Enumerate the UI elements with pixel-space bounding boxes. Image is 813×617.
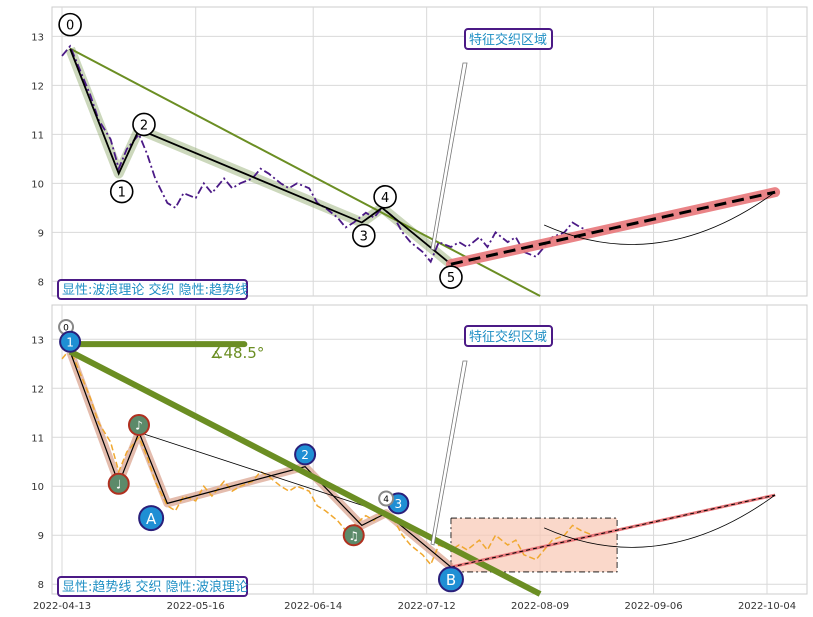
- marker-label: 2: [301, 448, 309, 462]
- wave-label: 3: [360, 230, 368, 245]
- y-tick-label: 12: [31, 81, 44, 92]
- angle-label: ∡48.5°: [210, 344, 264, 362]
- marker-label: B: [446, 571, 456, 589]
- y-tick-label: 10: [31, 482, 44, 493]
- trendline: [69, 47, 541, 297]
- wave-label: 0: [66, 19, 74, 34]
- top-annotation: 特征交织区域: [464, 28, 553, 50]
- bottom-annotation-box: [464, 325, 553, 347]
- marker-circle: [437, 566, 464, 593]
- x-tick-label: 2022-08-09: [511, 601, 569, 612]
- wave-label: 4: [381, 191, 389, 206]
- marker-circle: [378, 490, 395, 507]
- projection-line: [450, 494, 776, 568]
- marker-circle: [107, 472, 130, 495]
- marker-label: ♫: [348, 529, 359, 543]
- y-tick-label: 9: [38, 531, 44, 542]
- y-tick-label: 8: [38, 580, 44, 591]
- top-grid: [52, 7, 807, 296]
- wave-label-circle: [132, 112, 156, 137]
- top-y-ticks: 8 9 10 11 12 13: [31, 32, 44, 288]
- marker-label: ♪: [135, 419, 143, 433]
- wave-label-circle: [373, 185, 397, 209]
- marker-circle: [294, 443, 317, 466]
- wave-label-circle: [439, 265, 463, 289]
- y-tick-label: 10: [31, 179, 44, 190]
- bottom-y-ticks: 8 9 10 11 12 13: [31, 335, 44, 591]
- marker-label: ♩: [116, 477, 122, 491]
- marker-label: 3: [394, 497, 402, 511]
- x-tick-label: 2022-10-04: [738, 601, 796, 612]
- top-annotation-text: 特征交织区域: [469, 32, 547, 48]
- top-annotation-box: [464, 28, 553, 50]
- pointer-arrow: [430, 360, 468, 546]
- marker-label: 1: [66, 335, 74, 349]
- x-tick-label: 2022-09-06: [624, 601, 682, 612]
- bottom-caption: 显性:趋势线 交织 隐性:波浪理论: [57, 576, 248, 597]
- projection-line: [450, 190, 776, 266]
- wave-label: 2: [140, 118, 148, 133]
- x-tick-label: 2022-07-12: [398, 601, 456, 612]
- bottom-annotation: 特征交织区域: [464, 325, 553, 347]
- marker-circle: [138, 505, 165, 532]
- cycle-arc: [543, 494, 776, 548]
- pointer-arrow: [430, 62, 468, 251]
- wave-label-circle: [58, 12, 82, 37]
- marker-circle: [59, 330, 82, 353]
- top-plot: 0 1 2 3 4 5: [58, 12, 781, 297]
- wave-line: [69, 48, 452, 265]
- top-caption: 显性:波浪理论 交织 隐性:趋势线: [57, 279, 248, 300]
- wave-label: 1: [118, 186, 126, 201]
- x-tick-label: 2022-05-16: [167, 601, 225, 612]
- x-tick-label: 2022-06-14: [284, 601, 342, 612]
- y-tick-label: 11: [31, 433, 44, 444]
- bottom-annotation-text: 特征交织区域: [469, 329, 547, 345]
- cycle-arc: [543, 191, 776, 245]
- marker-label: A: [146, 510, 157, 528]
- trendline: [68, 348, 542, 597]
- y-tick-label: 8: [38, 277, 44, 288]
- price-series: [61, 347, 594, 567]
- x-tick-label: 2022-04-13: [33, 601, 91, 612]
- marker-label: 0: [63, 323, 69, 333]
- channel-line: [138, 431, 387, 514]
- top-panel-frame: [51, 6, 808, 297]
- marker-circle: [342, 524, 365, 547]
- y-tick-label: 11: [31, 130, 44, 141]
- top-caption-box: [57, 279, 248, 300]
- bottom-caption-box: [57, 576, 248, 597]
- y-tick-label: 9: [38, 228, 44, 239]
- y-tick-label: 12: [31, 384, 44, 395]
- wave-label-circle: [109, 179, 134, 204]
- wave-label-circle: [352, 223, 376, 248]
- marker-label: 4: [383, 495, 389, 505]
- price-series: [61, 44, 594, 264]
- marker-circle: [127, 414, 150, 437]
- x-ticks: 2022-04-13 2022-05-16 2022-06-14 2022-07-12…: [33, 601, 796, 612]
- y-tick-label: 13: [31, 335, 44, 346]
- top-caption-text: 显性:波浪理论 交织 隐性:趋势线: [62, 282, 248, 298]
- bottom-caption-text: 显性:趋势线 交织 隐性:波浪理论: [62, 579, 248, 595]
- y-tick-label: 13: [31, 32, 44, 43]
- bottom-plot: 0 1 2 34 A B ♩ ♪ ♫: [58, 319, 776, 597]
- wave-label: 5: [447, 271, 455, 286]
